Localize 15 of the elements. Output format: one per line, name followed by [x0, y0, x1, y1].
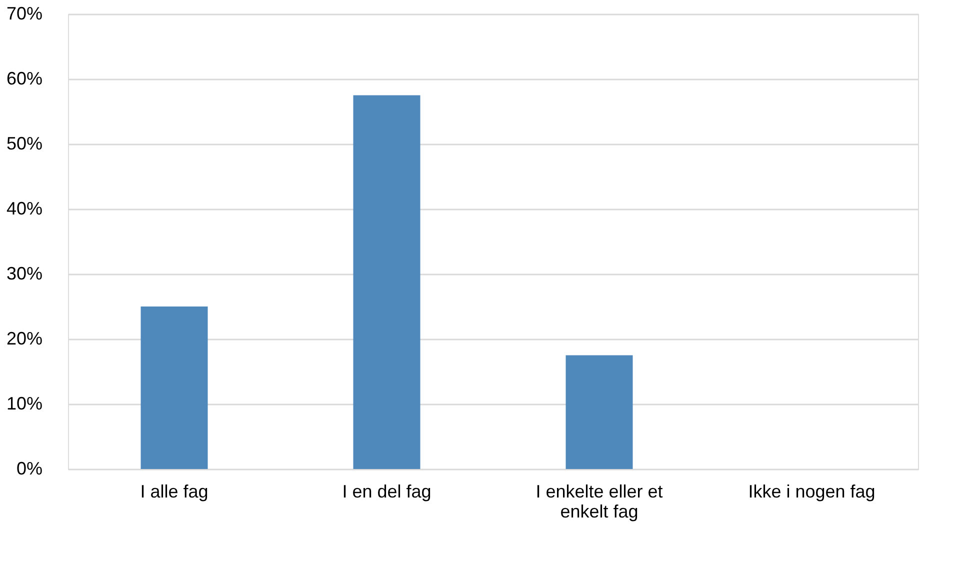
- x-tick-label: I alle fag: [140, 482, 208, 502]
- x-tick-label: Ikke i nogen fag: [748, 482, 876, 502]
- y-tick-label: 50%: [6, 134, 42, 154]
- bar: [353, 95, 420, 469]
- y-tick-label: 30%: [6, 264, 42, 284]
- y-tick-label: 60%: [6, 68, 42, 88]
- bar: [140, 306, 208, 469]
- y-tick-label: 40%: [6, 198, 42, 218]
- x-tick-label: I en del fag: [342, 482, 432, 502]
- bar: [566, 355, 633, 469]
- x-tick-label: I enkelte eller et enkelt fag: [536, 482, 663, 522]
- y-tick-label: 0%: [16, 458, 42, 478]
- y-tick-label: 10%: [6, 394, 42, 414]
- y-tick-label: 20%: [6, 328, 42, 348]
- y-tick-label: 70%: [6, 4, 42, 24]
